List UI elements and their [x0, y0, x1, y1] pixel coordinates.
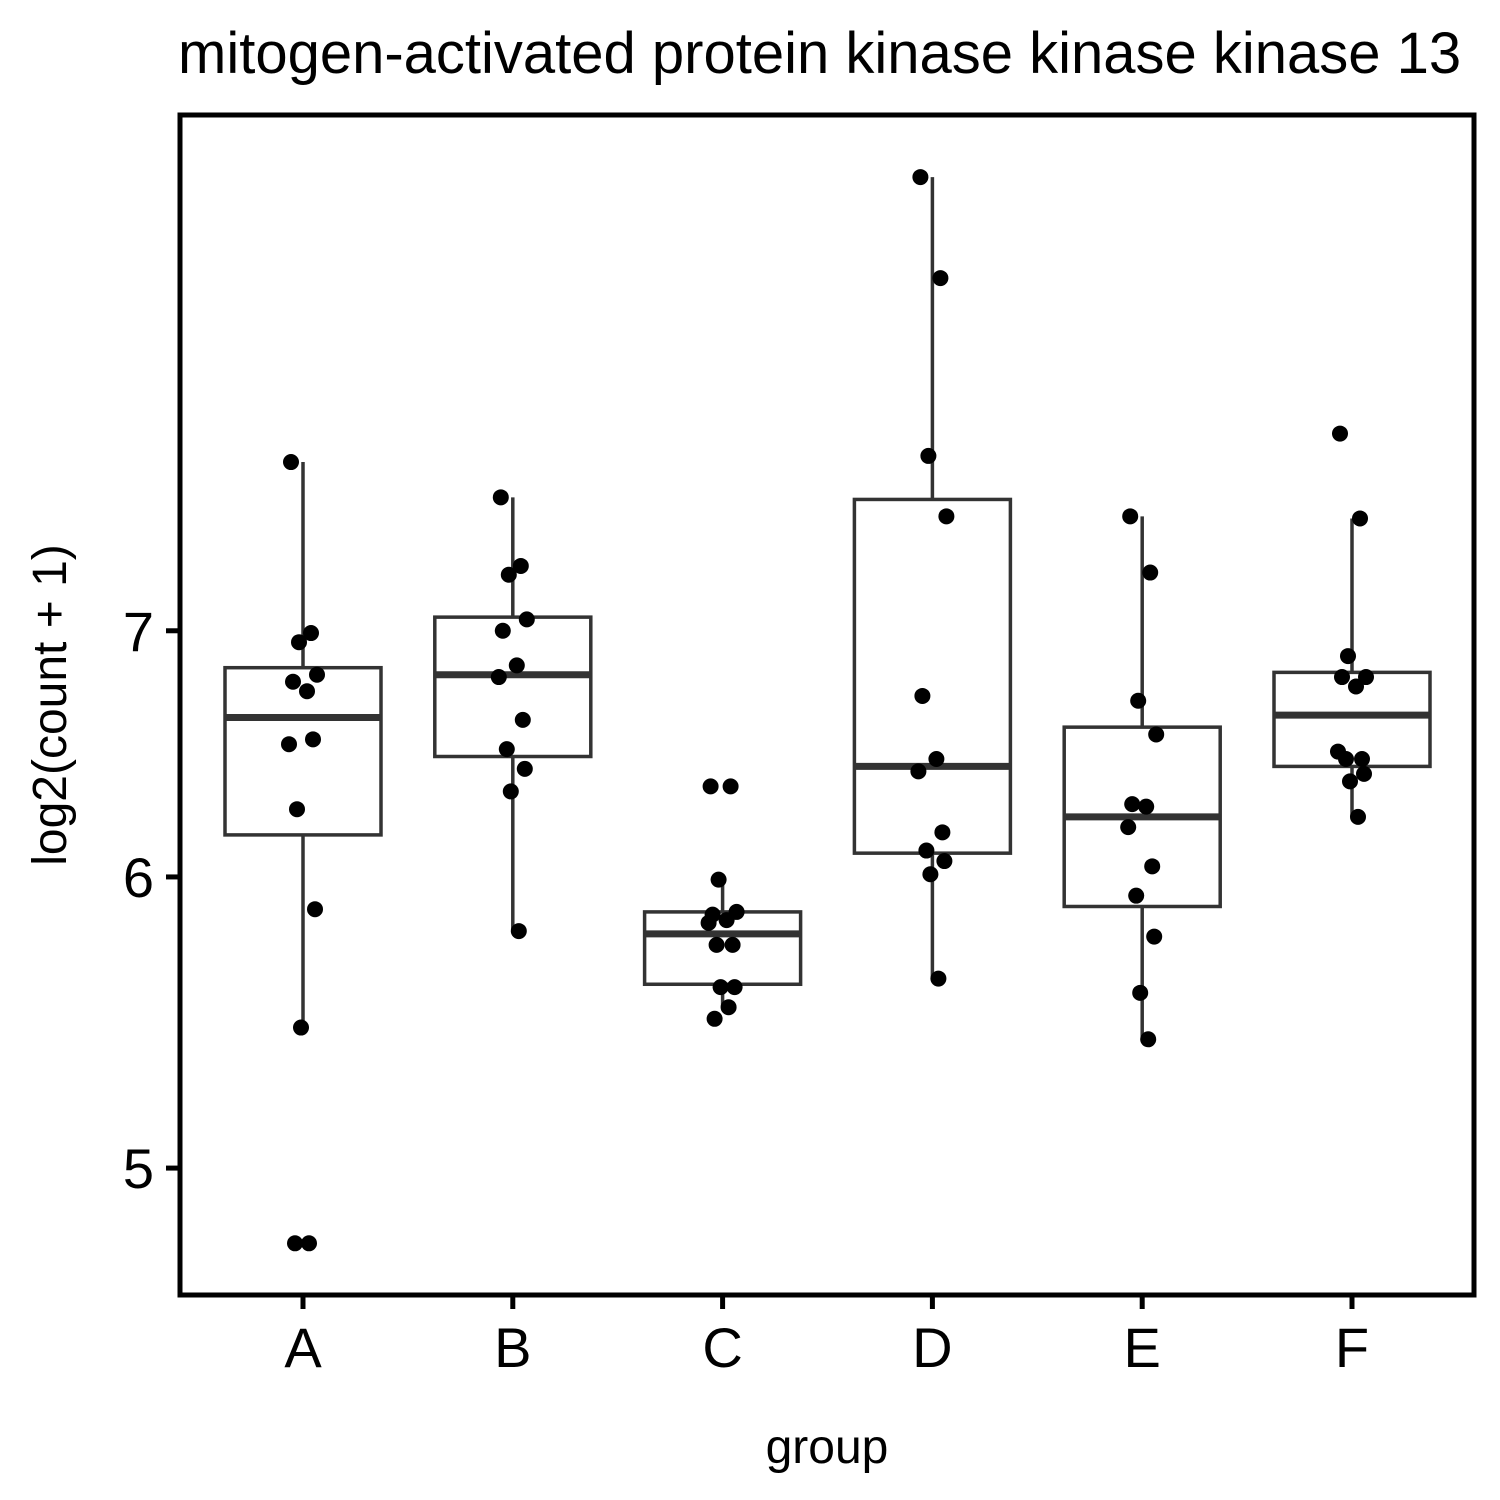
data-point-F	[1354, 750, 1370, 767]
box-A	[223, 462, 383, 1025]
data-point-E	[1120, 819, 1137, 836]
data-point-B	[498, 741, 515, 758]
x-tick-label-B: B	[494, 1316, 531, 1379]
data-point-C	[702, 778, 719, 795]
plot-panel-frame	[177, 112, 1477, 1298]
data-point-F	[1338, 750, 1354, 767]
iqr-box	[433, 615, 593, 759]
data-point-A	[285, 673, 301, 690]
data-point-E	[1146, 928, 1163, 945]
x-tick-label-A: A	[284, 1316, 322, 1379]
data-point-C	[700, 914, 717, 931]
x-tick-label-F: F	[1335, 1316, 1369, 1379]
data-point-E	[1144, 858, 1161, 875]
y-axis-title: log2(count + 1)	[24, 544, 77, 866]
data-point-D	[912, 169, 929, 186]
data-point-A	[309, 666, 325, 683]
data-point-F	[1350, 808, 1366, 825]
data-point-A	[301, 1235, 317, 1252]
data-point-C	[708, 936, 725, 953]
y-tick-label: 5	[123, 1137, 154, 1200]
data-point-D	[918, 842, 935, 859]
data-point-F	[1340, 648, 1356, 665]
data-point-D	[932, 270, 949, 287]
data-point-B	[518, 611, 535, 628]
data-point-B	[512, 557, 529, 574]
data-point-F	[1358, 669, 1374, 686]
data-point-F	[1342, 773, 1358, 790]
data-point-D	[910, 763, 927, 780]
data-point-C	[722, 778, 739, 795]
data-point-F	[1348, 678, 1364, 695]
chart-title: mitogen-activated protein kinase kinase …	[178, 21, 1461, 86]
iqr-box	[852, 497, 1013, 855]
data-point-E	[1148, 726, 1165, 743]
axes-layer: 5 6 7 A B C D E F	[123, 600, 1369, 1379]
data-point-A	[305, 731, 321, 748]
box-D	[852, 177, 1013, 979]
data-point-D	[934, 824, 951, 841]
data-point-E	[1128, 887, 1145, 904]
data-point-C	[710, 871, 727, 888]
data-point-E	[1124, 796, 1141, 813]
data-point-B	[516, 760, 533, 777]
data-point-B	[508, 657, 525, 674]
data-point-C	[706, 1010, 723, 1027]
data-point-D	[920, 447, 937, 464]
data-point-E	[1130, 692, 1147, 709]
data-point-E	[1140, 1031, 1157, 1048]
box-E	[1062, 516, 1222, 1040]
data-point-D	[928, 750, 945, 767]
data-point-B	[494, 622, 511, 639]
data-point-F	[1332, 425, 1348, 442]
data-point-A	[287, 1235, 303, 1252]
data-point-A	[307, 901, 323, 918]
data-point-E	[1142, 564, 1159, 581]
data-point-D	[938, 508, 955, 525]
box-F	[1272, 518, 1432, 817]
data-point-C	[724, 936, 741, 953]
data-point-C	[718, 912, 735, 929]
data-point-F	[1334, 669, 1350, 686]
points-layer	[281, 169, 1374, 1252]
y-tick-label: 7	[123, 600, 154, 663]
data-point-B	[490, 669, 507, 686]
data-point-C	[720, 999, 737, 1016]
data-point-C	[726, 979, 743, 996]
data-point-A	[293, 1019, 309, 1036]
data-point-B	[492, 489, 509, 506]
box-B	[433, 497, 593, 932]
data-point-A	[283, 454, 299, 471]
data-point-D	[936, 853, 953, 870]
data-point-E	[1138, 798, 1155, 815]
data-point-B	[500, 566, 517, 583]
x-tick-label-D: D	[912, 1316, 952, 1379]
data-point-A	[281, 736, 297, 753]
data-point-A	[299, 683, 315, 700]
x-tick-label-E: E	[1124, 1316, 1161, 1379]
data-point-E	[1122, 508, 1139, 525]
data-point-D	[914, 687, 931, 704]
data-point-B	[514, 711, 531, 728]
data-point-F	[1352, 510, 1368, 527]
data-point-D	[930, 970, 947, 987]
x-tick-label-C: C	[702, 1316, 742, 1379]
data-point-B	[502, 783, 519, 800]
boxes-layer	[223, 177, 1432, 1040]
data-point-F	[1356, 765, 1372, 782]
data-point-A	[291, 634, 307, 651]
data-point-E	[1132, 984, 1149, 1001]
data-point-B	[510, 923, 527, 940]
y-tick-label: 6	[123, 846, 154, 909]
data-point-D	[922, 866, 939, 883]
data-point-C	[712, 979, 729, 996]
data-point-A	[303, 625, 319, 642]
data-point-A	[289, 801, 305, 818]
x-axis-title: group	[766, 1421, 889, 1474]
